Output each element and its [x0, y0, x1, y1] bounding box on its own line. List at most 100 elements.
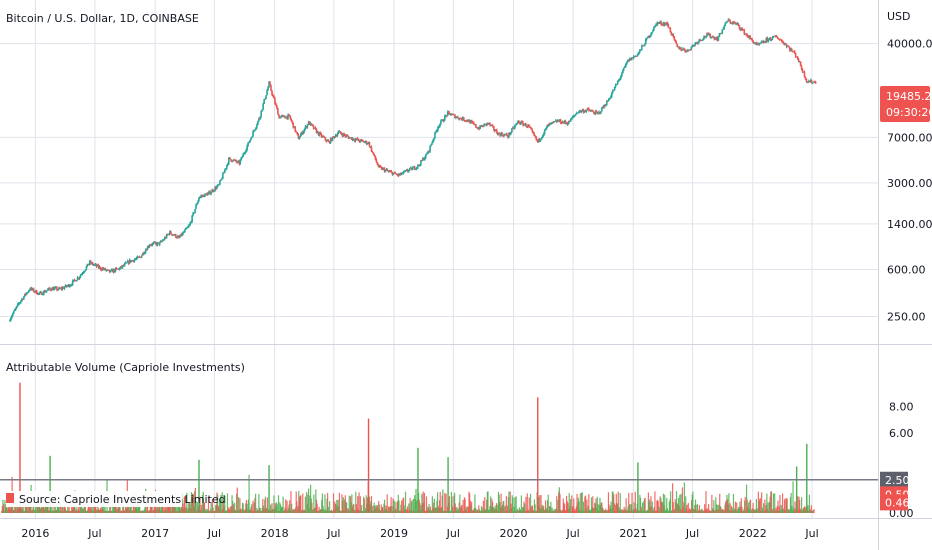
candle-body: [511, 128, 513, 133]
candle-body: [537, 138, 540, 143]
candle-body: [135, 258, 138, 260]
volume-bar: [689, 510, 691, 513]
volume-bar: [476, 509, 479, 513]
volume-bar: [655, 510, 657, 513]
candle-body: [582, 110, 585, 113]
volume-bar: [375, 504, 377, 513]
volume-bar: [801, 510, 803, 513]
candle-body: [536, 140, 539, 143]
volume-bar: [169, 507, 172, 513]
candle-body: [571, 116, 574, 119]
candle-body: [251, 136, 253, 138]
candle-body: [150, 244, 153, 246]
volume-bar: [39, 502, 41, 513]
volume-bar: [324, 494, 326, 513]
volume-bar: [344, 499, 346, 513]
candle-body: [319, 132, 322, 134]
candle-body: [412, 166, 415, 168]
volume-bar: [161, 505, 163, 513]
candle-body: [402, 171, 405, 174]
volume-bar: [645, 511, 648, 513]
volume-bar: [543, 509, 545, 513]
volume-bar: [369, 504, 371, 513]
volume-bar: [399, 510, 401, 513]
candle-body: [281, 115, 283, 117]
volume-bar: [657, 501, 659, 513]
candle-body: [779, 39, 782, 41]
candle-body: [661, 24, 663, 26]
volume-bar: [392, 498, 394, 513]
candle-body: [164, 237, 167, 239]
candle-body: [331, 136, 334, 141]
candle-body: [86, 263, 89, 267]
volume-bar: [749, 500, 751, 513]
volume-bar: [618, 509, 621, 513]
candle-body: [311, 124, 314, 126]
volume-bar: [479, 510, 481, 513]
volume-bar: [451, 496, 453, 513]
volume-bar: [318, 506, 320, 513]
price-axis-ticks[interactable]: 40000.007000.003000.001400.00600.00250.0…: [887, 38, 932, 324]
volume-bar: [357, 496, 359, 513]
candle-body: [235, 159, 237, 162]
candle-body: [808, 81, 811, 83]
volume-bar: [435, 507, 437, 513]
candle-body: [296, 132, 298, 134]
volume-bar: [293, 509, 295, 513]
candle-body: [501, 133, 503, 136]
volume-bar: [727, 504, 729, 513]
volume-bar: [179, 503, 181, 513]
time-axis-ticks[interactable]: 2016 Jul 2017 Jul 2018 Jul 2019 Jul 2020 Jul 2021 J…: [21, 527, 818, 540]
volume-bar: [115, 504, 117, 513]
volume-bar: [86, 510, 88, 513]
volume-bar: [222, 500, 225, 513]
candle-body: [461, 118, 463, 120]
candle-body: [744, 33, 747, 35]
volume-bar: [527, 510, 530, 513]
volume-bar: [543, 505, 545, 513]
volume-bar: [127, 505, 129, 513]
candle-body: [578, 110, 581, 112]
volume-bar: [297, 506, 299, 513]
volume-bar: [486, 491, 488, 513]
candle-body: [770, 39, 773, 41]
volume-bar: [740, 498, 742, 513]
candle-body: [773, 35, 776, 37]
volume-bar: [46, 505, 49, 513]
volume-bar: [378, 501, 380, 513]
volume-bar: [283, 511, 285, 513]
candle-body: [272, 94, 274, 97]
candle-body: [499, 133, 501, 136]
volume-bar: [700, 509, 703, 513]
candle-body: [292, 122, 295, 128]
candle-body: [372, 152, 375, 155]
volume-bar: [739, 501, 741, 513]
volume-bar: [233, 509, 235, 513]
volume-bar: [13, 509, 15, 513]
volume-bar: [485, 509, 487, 513]
volume-bar: [196, 502, 198, 513]
volume-bar: [75, 509, 77, 513]
candle-body: [559, 119, 562, 124]
candle-body: [119, 266, 122, 269]
indicator-axis-ticks[interactable]: 8.006.000.00: [889, 401, 914, 520]
candle-body: [655, 24, 657, 26]
volume-bar: [762, 503, 765, 513]
time-tick-label: Jul: [87, 527, 101, 540]
candle-body: [593, 113, 596, 115]
candle-body: [79, 275, 82, 278]
volume-bar: [261, 507, 263, 513]
volume-bar: [416, 500, 418, 513]
volume-bar: [192, 494, 195, 513]
volume-bar: [405, 510, 407, 513]
candle-body: [636, 54, 639, 57]
candle-body: [438, 126, 440, 128]
candle-body: [208, 191, 210, 193]
volume-bar: [185, 507, 187, 513]
candle-body: [387, 170, 390, 172]
candle-body: [388, 171, 391, 173]
candle-body: [63, 287, 66, 289]
volume-bar: [372, 505, 374, 513]
candle-body: [565, 122, 568, 124]
